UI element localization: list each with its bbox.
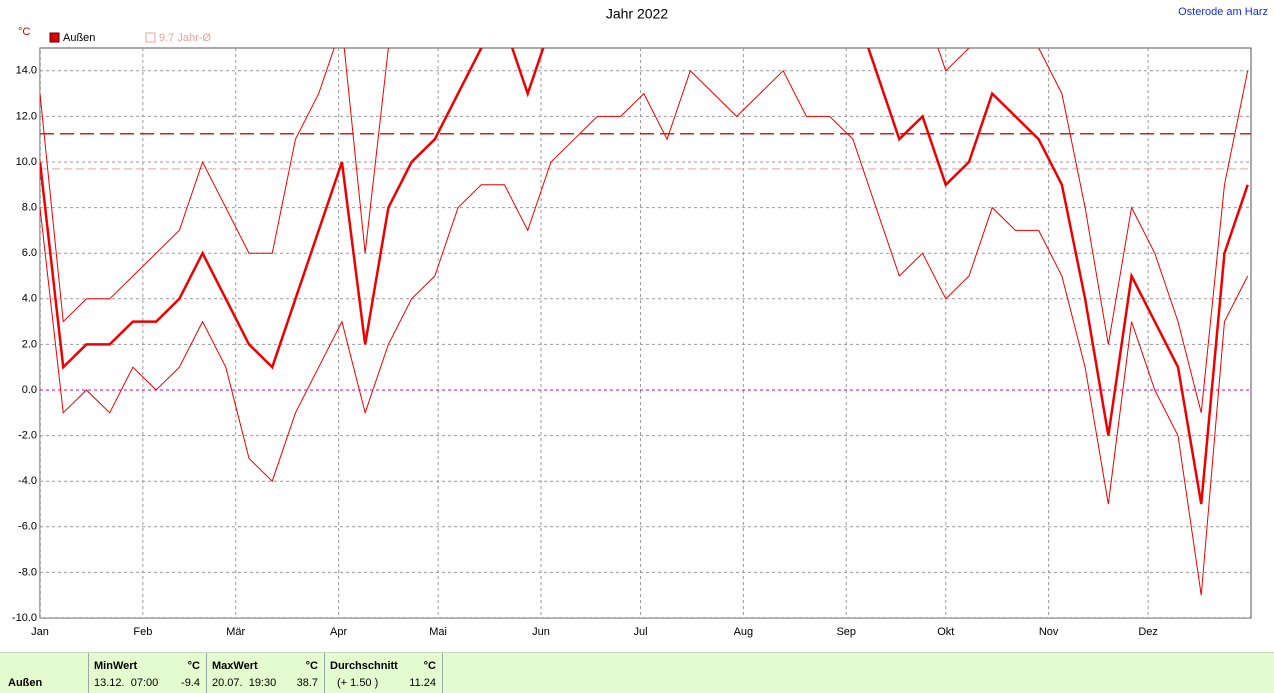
x-tick-label: Jul <box>633 626 647 638</box>
y-tick-label: 4.0 <box>22 293 37 305</box>
stat-title: Durchschnitt <box>330 660 398 672</box>
y-tick-label: -10.0 <box>12 612 37 624</box>
stat-cell: MinWert °C 13.12. 07:00 -9.4 <box>88 653 206 693</box>
x-tick-label: Feb <box>133 626 152 638</box>
stat-unit: °C <box>423 660 436 672</box>
x-tick-label: Nov <box>1039 626 1059 638</box>
stat-value: 38.7 <box>296 677 318 689</box>
x-tick-label: Dez <box>1138 626 1158 638</box>
legend-swatch <box>49 32 60 43</box>
x-tick-label: Mär <box>226 626 245 638</box>
legend-label: Außen <box>63 32 95 44</box>
chart: Jahr 2022 Osterode am Harz °C Außen 9.7 … <box>12 6 1268 638</box>
y-tick-label: 8.0 <box>22 202 37 214</box>
stat-title: MaxWert <box>212 660 258 672</box>
y-tick-label: -6.0 <box>18 521 37 533</box>
stats-panel: Außen MinWert °C 13.12. 07:00 -9.4 MaxWe… <box>0 652 1274 693</box>
x-tick-label: Jun <box>532 626 550 638</box>
y-tick-label: -4.0 <box>18 475 37 487</box>
stat-value: 11.24 <box>409 677 436 689</box>
x-tick-label: Aug <box>734 626 754 638</box>
stat-when: 20.07. 19:30 <box>212 677 277 689</box>
x-tick-label: Sep <box>836 626 856 638</box>
y-tick-label: 0.0 <box>22 384 37 396</box>
x-tick-label: Mai <box>429 626 447 638</box>
y-tick-label: -2.0 <box>18 430 37 442</box>
stat-cell: Durchschnitt °C (+ 1.50 ) 11.24 <box>324 653 443 693</box>
stat-when: 13.12. 07:00 <box>94 677 159 689</box>
stat-cell: MaxWert °C 20.07. 19:30 38.7 <box>206 653 324 693</box>
y-unit: °C <box>18 26 30 38</box>
y-tick-label: 12.0 <box>16 110 37 122</box>
legend-label: 9.7 Jahr-Ø <box>159 32 211 44</box>
stat-title: MinWert <box>94 660 138 672</box>
series-line <box>40 48 1249 413</box>
stat-unit: °C <box>187 660 200 672</box>
y-tick-label: 2.0 <box>22 338 37 350</box>
stat-value: -9.4 <box>181 677 200 689</box>
series-line <box>40 48 1249 505</box>
station: Osterode am Harz <box>1178 6 1268 18</box>
x-tick-label: Jan <box>31 626 49 638</box>
legend-swatch <box>145 32 156 43</box>
y-tick-label: -8.0 <box>18 566 37 578</box>
row-label: Außen <box>8 677 43 689</box>
x-tick-label: Apr <box>330 626 347 638</box>
y-tick-label: 6.0 <box>22 247 37 259</box>
y-tick-label: 10.0 <box>16 156 37 168</box>
chart-title: Jahr 2022 <box>606 6 668 22</box>
y-tick-label: 14.0 <box>16 65 37 77</box>
stat-when: (+ 1.50 ) <box>337 677 379 689</box>
x-tick-label: Okt <box>937 626 954 638</box>
series-line <box>40 69 1249 596</box>
stat-unit: °C <box>305 660 318 672</box>
